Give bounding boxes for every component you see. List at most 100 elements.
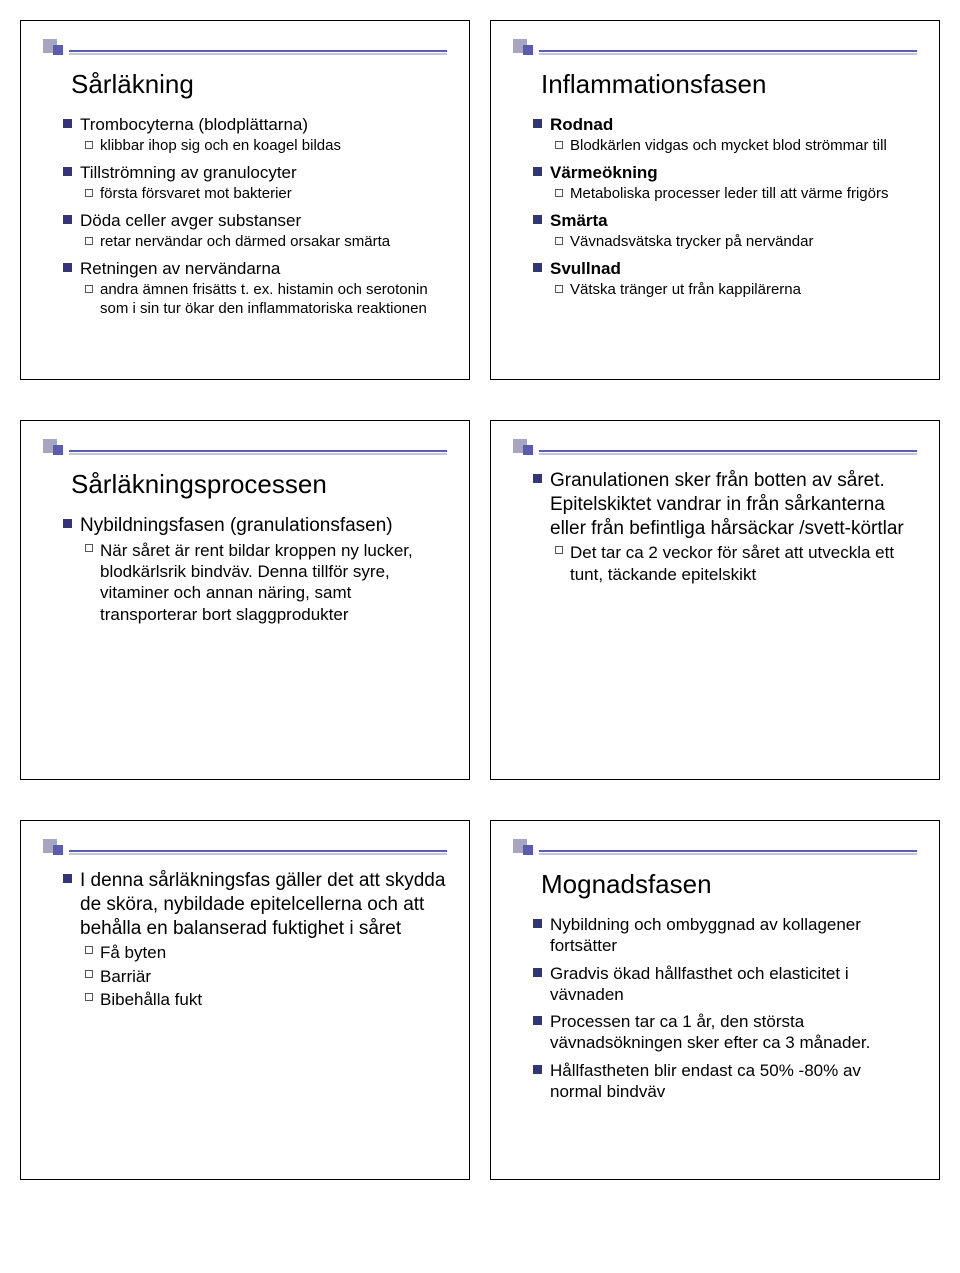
title-bar-lines [539, 850, 917, 855]
hollow-square-bullet-icon [85, 993, 93, 1001]
hollow-square-bullet-icon [85, 285, 93, 293]
bullet-text: Blodkärlen vidgas och mycket blod strömm… [570, 137, 887, 156]
square-bullet-icon [533, 215, 542, 224]
bullet-text: I denna sårläkningsfas gäller det att sk… [80, 869, 447, 940]
square-bullet-icon [533, 119, 542, 128]
slide: Mognadsfasen Nybildning och ombyggnad av … [490, 820, 940, 1180]
square-bullet-icon [63, 119, 72, 128]
bullet-item-l1: Gradvis ökad hållfasthet och elasticitet… [533, 963, 917, 1006]
bullet-text: Retningen av nervändarna [80, 258, 280, 279]
bullet-item-l1: Tillströmning av granulocyter [63, 162, 447, 183]
bullet-item-l1: Nybildning och ombyggnad av kollagener f… [533, 914, 917, 957]
slide-content: Nybildning och ombyggnad av kollagener f… [533, 914, 917, 1102]
bullet-item-l1: Nybildningsfasen (granulationsfasen) [63, 514, 447, 538]
bullet-item-l2: Få byten [85, 942, 447, 963]
bullet-text: Bibehålla fukt [100, 989, 202, 1010]
slide-content: Trombocyterna (blodplättarna) klibbar iho… [63, 114, 447, 319]
hollow-square-bullet-icon [555, 546, 563, 554]
square-bullet-icon [533, 263, 542, 272]
title-bar-square-dark [523, 445, 533, 455]
slide: Granulationen sker från botten av såret.… [490, 420, 940, 780]
bullet-text: Trombocyterna (blodplättarna) [80, 114, 308, 135]
title-bar-square-dark [523, 45, 533, 55]
slide-content: I denna sårläkningsfas gäller det att sk… [63, 869, 447, 1010]
bullet-text: När såret är rent bildar kroppen ny luck… [100, 540, 447, 625]
square-bullet-icon [533, 1016, 542, 1025]
bullet-item-l1: Rodnad [533, 114, 917, 135]
bullet-item-l1: Döda celler avger substanser [63, 210, 447, 231]
bullet-text: första försvaret mot bakterier [100, 185, 292, 204]
hollow-square-bullet-icon [555, 141, 563, 149]
bullet-text: andra ämnen frisätts t. ex. histamin och… [100, 281, 447, 319]
bullet-text: Få byten [100, 942, 166, 963]
square-bullet-icon [63, 263, 72, 272]
slide-content: Rodnad Blodkärlen vidgas och mycket blod … [533, 114, 917, 300]
square-bullet-icon [533, 919, 542, 928]
bullet-text: Vätska tränger ut från kappilärerna [570, 281, 801, 300]
square-bullet-icon [533, 968, 542, 977]
title-bar [513, 839, 917, 855]
square-bullet-icon [533, 1065, 542, 1074]
slide-title: Sårläkning [71, 69, 447, 100]
bullet-item-l2: retar nervändar och därmed orsakar smärt… [85, 233, 447, 252]
hollow-square-bullet-icon [85, 946, 93, 954]
bullet-text: Vävnadsvätska trycker på nervändar [570, 233, 813, 252]
bullet-text: retar nervändar och därmed orsakar smärt… [100, 233, 390, 252]
bullet-item-l2: När såret är rent bildar kroppen ny luck… [85, 540, 447, 625]
hollow-square-bullet-icon [555, 189, 563, 197]
bullet-item-l2: Vätska tränger ut från kappilärerna [555, 281, 917, 300]
title-bar [513, 39, 917, 55]
square-bullet-icon [63, 167, 72, 176]
bullet-text: Smärta [550, 210, 608, 231]
title-bar-lines [69, 50, 447, 55]
title-bar-square-dark [53, 445, 63, 455]
slide-title: Mognadsfasen [541, 869, 917, 900]
bullet-text: Nybildningsfasen (granulationsfasen) [80, 514, 393, 538]
slide: Sårläkning Trombocyterna (blodplättarna) k… [20, 20, 470, 380]
bullet-item-l1: Retningen av nervändarna [63, 258, 447, 279]
bullet-text: Metaboliska processer leder till att vär… [570, 185, 888, 204]
bullet-item-l1: Värmeökning [533, 162, 917, 183]
title-bar [43, 439, 447, 455]
bullet-item-l1: Hållfastheten blir endast ca 50% -80% av… [533, 1060, 917, 1103]
bullet-text: Gradvis ökad hållfasthet och elasticitet… [550, 963, 917, 1006]
bullet-text: Döda celler avger substanser [80, 210, 301, 231]
hollow-square-bullet-icon [85, 970, 93, 978]
bullet-item-l2: andra ämnen frisätts t. ex. histamin och… [85, 281, 447, 319]
bullet-item-l2: Det tar ca 2 veckor för såret att utveck… [555, 542, 917, 585]
bullet-text: Rodnad [550, 114, 613, 135]
bullet-text: Barriär [100, 966, 151, 987]
bullet-item-l1: Svullnad [533, 258, 917, 279]
bullet-item-l2: Blodkärlen vidgas och mycket blod strömm… [555, 137, 917, 156]
hollow-square-bullet-icon [85, 141, 93, 149]
hollow-square-bullet-icon [85, 237, 93, 245]
slide-content: Nybildningsfasen (granulationsfasen)När … [63, 514, 447, 625]
bullet-item-l1: Smärta [533, 210, 917, 231]
slide-title: Inflammationsfasen [541, 69, 917, 100]
slide: Inflammationsfasen Rodnad Blodkärlen vidga… [490, 20, 940, 380]
hollow-square-bullet-icon [85, 544, 93, 552]
bullet-item-l2: Metaboliska processer leder till att vär… [555, 185, 917, 204]
bullet-text: Nybildning och ombyggnad av kollagener f… [550, 914, 917, 957]
bullet-text: Granulationen sker från botten av såret.… [550, 469, 917, 540]
hollow-square-bullet-icon [85, 189, 93, 197]
title-bar [43, 39, 447, 55]
title-bar-lines [69, 450, 447, 455]
bullet-item-l1: Granulationen sker från botten av såret.… [533, 469, 917, 540]
bullet-item-l2: Vävnadsvätska trycker på nervändar [555, 233, 917, 252]
bullet-item-l2: första försvaret mot bakterier [85, 185, 447, 204]
bullet-item-l1: Trombocyterna (blodplättarna) [63, 114, 447, 135]
title-bar-square-dark [53, 845, 63, 855]
title-bar-square-dark [523, 845, 533, 855]
hollow-square-bullet-icon [555, 237, 563, 245]
title-bar-lines [539, 450, 917, 455]
bullet-text: Svullnad [550, 258, 621, 279]
slide-content: Granulationen sker från botten av såret.… [533, 469, 917, 585]
slide-title: Sårläkningsprocessen [71, 469, 447, 500]
square-bullet-icon [63, 874, 72, 883]
bullet-item-l2: Barriär [85, 966, 447, 987]
slide-grid: Sårläkning Trombocyterna (blodplättarna) k… [0, 0, 960, 1200]
bullet-text: Processen tar ca 1 år, den största vävna… [550, 1011, 917, 1054]
hollow-square-bullet-icon [555, 285, 563, 293]
bullet-text: klibbar ihop sig och en koagel bildas [100, 137, 341, 156]
